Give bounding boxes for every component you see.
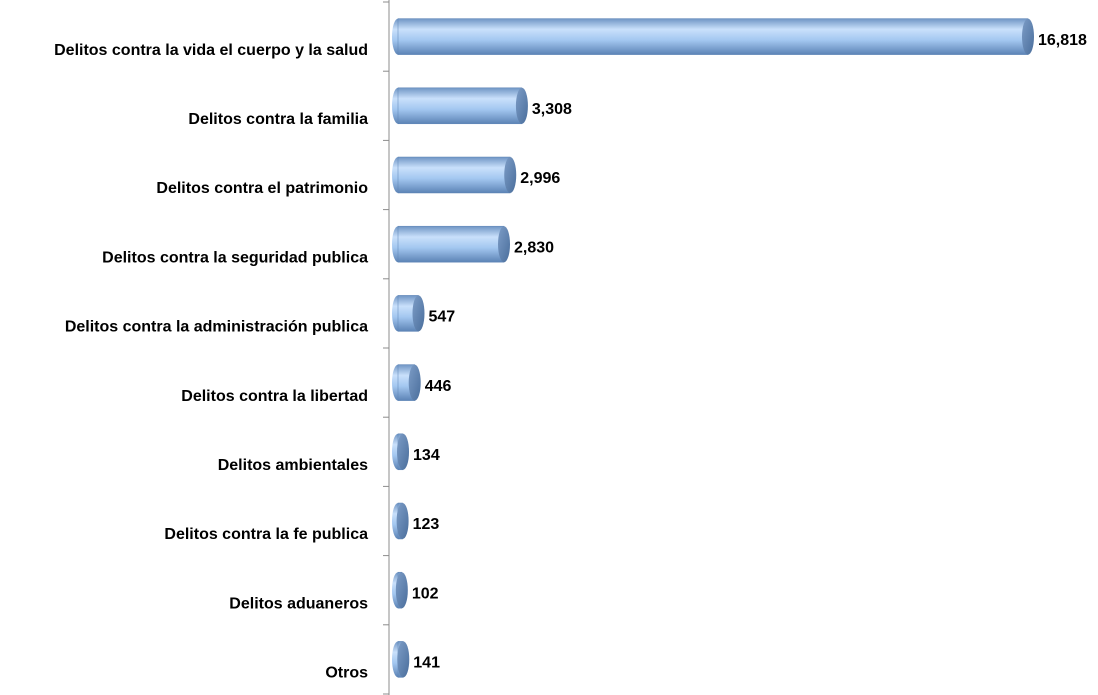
y-tick-label: Delitos contra la vida el cuerpo y la sa… bbox=[54, 42, 368, 59]
bar bbox=[397, 18, 1029, 55]
y-tick-label: Delitos contra la libertad bbox=[181, 388, 368, 405]
bar-cap bbox=[397, 641, 410, 678]
y-tick-label: Delitos contra la administración publica bbox=[65, 319, 368, 336]
value-label: 2,830 bbox=[514, 239, 554, 256]
bar-cap bbox=[498, 226, 511, 263]
value-label: 102 bbox=[412, 585, 439, 602]
y-tick-label: Delitos ambientales bbox=[218, 457, 368, 474]
y-tick-label: Delitos aduaneros bbox=[229, 595, 368, 612]
bar-cap bbox=[397, 433, 410, 470]
y-tick-label: Delitos contra la familia bbox=[188, 111, 368, 128]
y-tick-label: Delitos contra la fe publica bbox=[164, 526, 368, 543]
bar-cap bbox=[395, 572, 408, 609]
value-label: 2,996 bbox=[520, 170, 560, 187]
bar-cap bbox=[396, 503, 409, 539]
y-tick-label: Delitos contra el patrimonio bbox=[156, 180, 368, 197]
bar-cap bbox=[515, 87, 528, 124]
value-label: 3,308 bbox=[532, 101, 572, 118]
y-tick-label: Otros bbox=[325, 665, 368, 682]
value-label: 141 bbox=[413, 655, 440, 672]
bar-cap bbox=[408, 364, 421, 401]
bar-cap bbox=[504, 157, 517, 193]
y-tick-label: Delitos contra la seguridad publica bbox=[102, 249, 368, 266]
value-label: 16,818 bbox=[1038, 32, 1087, 49]
bar bbox=[397, 87, 523, 125]
value-label: 134 bbox=[413, 447, 440, 464]
bar bbox=[397, 225, 505, 263]
bar bbox=[397, 156, 511, 194]
value-label: 547 bbox=[428, 309, 455, 326]
value-label: 123 bbox=[413, 516, 440, 533]
bar-cap bbox=[1022, 18, 1034, 55]
bar-cap bbox=[412, 295, 425, 332]
value-label: 446 bbox=[425, 378, 452, 395]
